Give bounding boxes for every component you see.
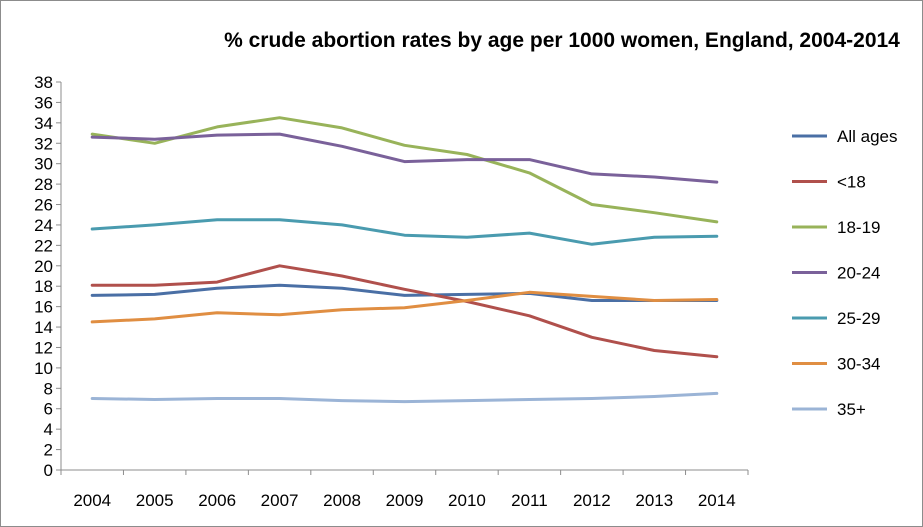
x-tick-label: 2012 <box>573 491 611 510</box>
x-tick-label: 2006 <box>198 491 236 510</box>
y-tick-label: 16 <box>34 298 53 317</box>
y-tick-label: 20 <box>34 257 53 276</box>
x-tick-label: 2011 <box>511 491 548 510</box>
y-tick-label: 0 <box>44 461 53 480</box>
series-line <box>90 264 719 359</box>
legend-label: 18-19 <box>837 218 880 237</box>
x-tick-label: 2005 <box>136 491 174 510</box>
x-tick-label: 2014 <box>698 491 736 510</box>
y-tick-label: 18 <box>34 277 53 296</box>
y-tick-label: 24 <box>34 216 53 235</box>
series-line <box>90 116 719 224</box>
x-tick-label: 2008 <box>323 491 361 510</box>
y-tick-label: 14 <box>34 318 53 337</box>
y-tick-label: 38 <box>34 73 53 92</box>
legend-label: <18 <box>837 173 866 192</box>
y-tick-label: 22 <box>34 236 53 255</box>
legend-label: 20-24 <box>837 264 880 283</box>
y-tick-label: 12 <box>34 338 53 357</box>
x-tick-label: 2009 <box>386 491 424 510</box>
y-tick-label: 36 <box>34 93 53 112</box>
legend-label: All ages <box>837 127 897 146</box>
y-tick-label: 28 <box>34 175 53 194</box>
y-tick-label: 10 <box>34 359 53 378</box>
y-tick-label: 26 <box>34 196 53 215</box>
y-tick-label: 32 <box>34 134 53 153</box>
series-line <box>90 391 719 404</box>
legend-label: 25-29 <box>837 309 880 328</box>
series-line <box>90 218 719 246</box>
series-line <box>90 290 719 324</box>
series-line <box>90 132 719 184</box>
x-tick-label: 2010 <box>448 491 486 510</box>
y-tick-label: 34 <box>34 114 53 133</box>
y-tick-label: 6 <box>44 400 53 419</box>
y-tick-label: 8 <box>44 379 53 398</box>
x-tick-label: 2007 <box>261 491 299 510</box>
series-lines <box>90 116 719 404</box>
x-tick-label: 2013 <box>635 491 673 510</box>
series-line <box>90 283 719 302</box>
chart-title: % crude abortion rates by age per 1000 w… <box>224 29 900 52</box>
legend: All ages <18 18-19 20-24 25-29 30-34 35+ <box>792 127 897 419</box>
x-tick-label: 2004 <box>73 491 111 510</box>
y-tick-label: 30 <box>34 155 53 174</box>
y-tick-label: 2 <box>44 441 53 460</box>
legend-label: 30-34 <box>837 355 880 374</box>
y-tick-label: 4 <box>44 420 53 439</box>
legend-label: 35+ <box>837 400 866 419</box>
